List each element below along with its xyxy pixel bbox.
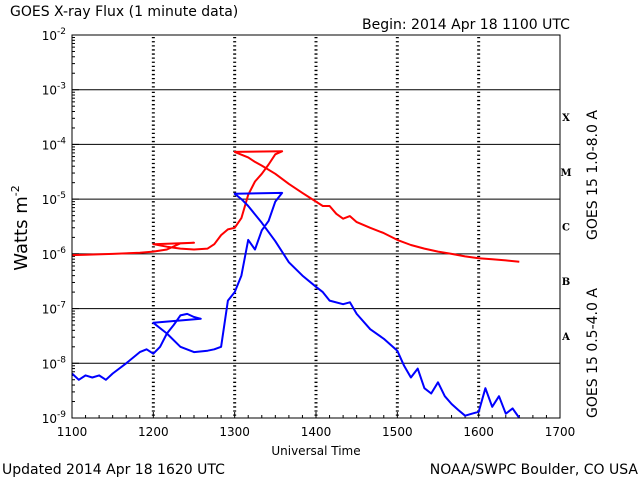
y-tick-base: 10 [42,248,57,262]
y-tick-base: 10 [42,193,57,207]
x-tick-label: 1300 [219,425,250,439]
y-tick-label: 10-4 [42,136,67,152]
series-lines [71,150,521,419]
y-tick-exp: -3 [57,82,66,92]
grid [72,34,560,419]
x-axis: 1100 1200 1300 1400 1500 1600 1700 [57,412,576,439]
y-tick-base: 10 [42,357,57,371]
series-short-channel [71,191,521,419]
y-tick-exp: -5 [57,191,66,201]
y-tick-exp: -7 [57,301,66,311]
flare-class-label: C [562,223,570,234]
y-tick-exp: -8 [57,355,66,365]
y-tick-label: 10-3 [42,82,66,98]
flare-class-label: M [560,168,571,179]
flare-class-label: A [561,332,570,343]
y-tick-base: 10 [42,29,57,43]
y-tick-label: 10-5 [42,191,66,207]
y-tick-label: 10-9 [42,410,67,426]
y-tick-exp: -2 [57,27,66,37]
x-axis-title: Universal Time [271,444,360,458]
y-tick-base: 10 [42,303,57,317]
y-tick-label: 10-7 [42,301,66,317]
chart-title: GOES X-ray Flux (1 minute data) [10,4,238,20]
x-tick-label: 1100 [57,425,88,439]
x-tick-label: 1500 [382,425,413,439]
y-tick-label: 10-6 [42,246,67,262]
series-long-channel [71,150,520,263]
y-tick-exp: -6 [57,246,66,256]
y-tick-base: 10 [42,138,57,152]
y-tick-base: 10 [42,412,57,426]
plot-frame [71,34,561,419]
credit: NOAA/SWPC Boulder, CO USA [430,462,639,478]
y-tick-base: 10 [42,84,57,98]
y-axis-title-exp: -2 [9,185,22,196]
y-tick-label: 10-2 [42,27,66,43]
y-axis-title-base: Watts m [11,196,32,270]
y-axis: 10-210-310-410-510-610-710-810-9 [42,27,79,426]
begin-time: Begin: 2014 Apr 18 1100 UTC [362,17,570,33]
flare-class-label: B [562,277,570,288]
legend-short-channel: GOES 15 0.5-4.0 A [585,288,601,418]
x-tick-label: 1400 [301,425,332,439]
y-tick-exp: -4 [57,136,66,146]
x-tick-label: 1200 [138,425,169,439]
flare-class-label: X [562,113,570,124]
y-tick-exp: -9 [57,410,66,420]
updated-time: Updated 2014 Apr 18 1620 UTC [2,462,225,478]
y-axis-title: Watts m-2 [9,185,32,270]
legend-long-channel: GOES 15 1.0-8.0 A [585,110,601,240]
y-tick-label: 10-8 [42,355,67,371]
flare-class-labels: X M C B A [560,113,571,343]
x-tick-label: 1600 [463,425,494,439]
x-tick-label: 1700 [545,425,576,439]
